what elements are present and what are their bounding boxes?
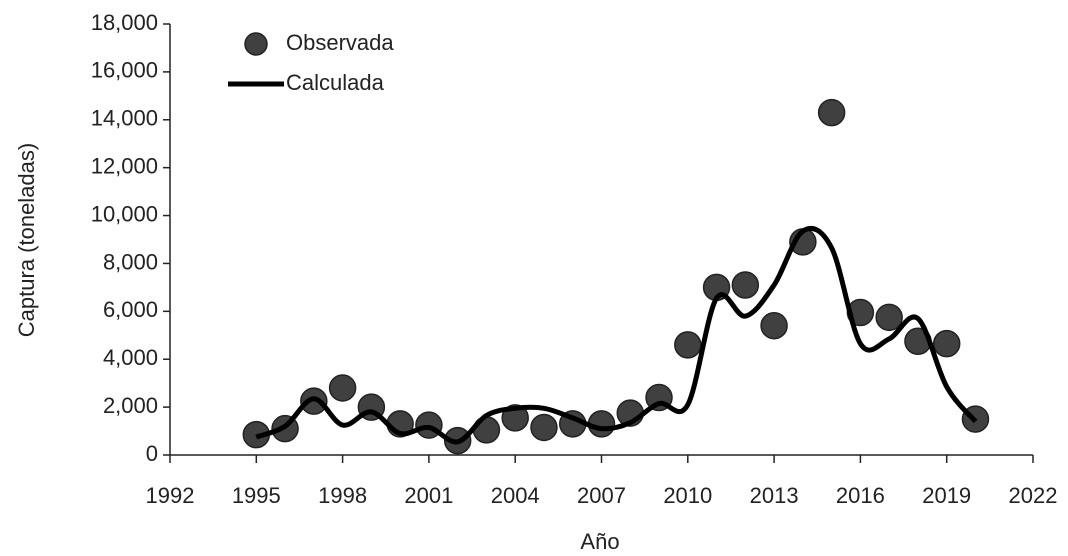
- x-tick-label: 2022: [1009, 483, 1058, 508]
- y-tick-label: 2,000: [103, 393, 158, 418]
- y-axis-label: Captura (toneladas): [14, 143, 39, 337]
- observed-point: [328, 374, 357, 402]
- x-tick-label: 2016: [836, 483, 885, 508]
- observed-point: [674, 331, 702, 359]
- y-tick-label: 4,000: [103, 345, 158, 370]
- y-tick-label: 6,000: [103, 297, 158, 322]
- x-tick-label: 2019: [922, 483, 971, 508]
- x-tick-label: 2010: [663, 483, 712, 508]
- y-tick-label: 16,000: [91, 58, 158, 83]
- x-tick-label: 2013: [750, 483, 799, 508]
- observed-point: [530, 413, 558, 442]
- x-tick-label: 1998: [318, 483, 367, 508]
- x-axis-label: Año: [580, 529, 619, 554]
- observed-point: [817, 98, 846, 127]
- y-tick-label: 8,000: [103, 249, 158, 274]
- observed-point: [760, 311, 788, 340]
- legend-label: Calculada: [286, 70, 385, 95]
- y-tick-label: 18,000: [91, 10, 158, 35]
- y-tick-label: 0: [146, 441, 158, 466]
- y-tick-label: 10,000: [91, 201, 158, 226]
- observed-point: [932, 329, 961, 358]
- x-tick-label: 1995: [232, 483, 281, 508]
- legend-marker: [244, 32, 268, 56]
- y-tick-label: 12,000: [91, 153, 158, 178]
- calculated-line: [255, 225, 978, 445]
- y-tick-label: 14,000: [91, 106, 158, 131]
- x-tick-label: 2004: [491, 483, 540, 508]
- observed-point: [731, 271, 760, 299]
- x-tick-label: 2001: [404, 483, 453, 508]
- legend-label: Observada: [286, 30, 394, 55]
- x-tick-label: 2007: [577, 483, 626, 508]
- observed-point: [875, 303, 903, 332]
- x-tick-label: 1992: [146, 483, 195, 508]
